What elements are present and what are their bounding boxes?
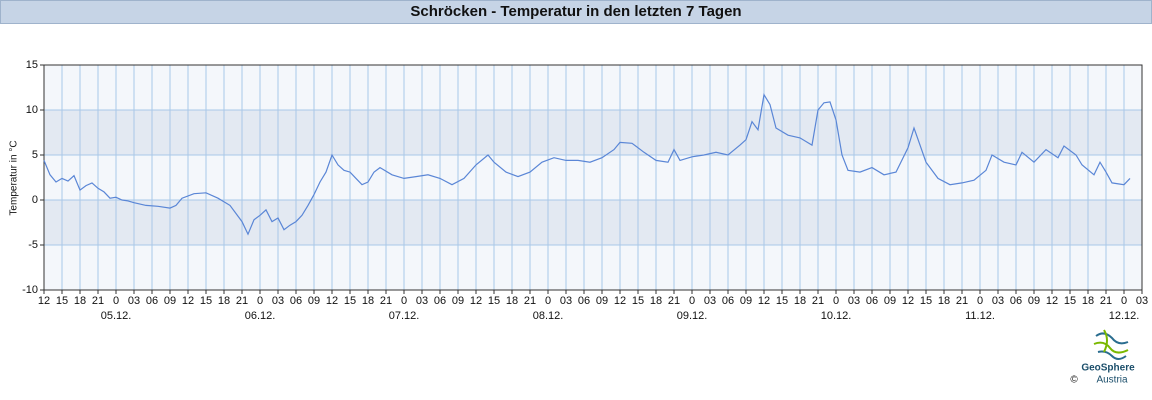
band — [44, 155, 1142, 200]
copyright: © — [1070, 375, 1078, 386]
x-tick-label: 12 — [326, 295, 338, 307]
band — [44, 200, 1142, 245]
x-tick-label: 09 — [452, 295, 464, 307]
x-tick-label: 15 — [776, 295, 788, 307]
y-tick-label: 10 — [26, 104, 38, 116]
x-tick-label: 03 — [704, 295, 716, 307]
x-tick-label: 03 — [128, 295, 140, 307]
x-tick-label: 06 — [578, 295, 590, 307]
x-tick-label: 21 — [1100, 295, 1112, 307]
y-tick-label: -10 — [22, 284, 38, 296]
y-axis-label: Temperatur in °C — [9, 140, 20, 215]
x-tick-label: 18 — [650, 295, 662, 307]
x-tick-label: 15 — [344, 295, 356, 307]
x-tick-label: 09 — [308, 295, 320, 307]
y-tick-label: 5 — [32, 149, 38, 161]
x-tick-label: 0 — [401, 295, 407, 307]
date-label: 12.12. — [1109, 310, 1140, 322]
x-tick-label: 15 — [56, 295, 68, 307]
x-tick-label: 18 — [1082, 295, 1094, 307]
plot-frame — [43, 64, 1143, 291]
x-tick-label: 15 — [200, 295, 212, 307]
x-tick-label: 18 — [74, 295, 86, 307]
date-label: 05.12. — [101, 310, 132, 322]
line — [43, 93, 1131, 236]
x-tick-label: 18 — [362, 295, 374, 307]
chart-title: Schröcken - Temperatur in den letzten 7 … — [0, 0, 1152, 24]
x-tick-label: 06 — [434, 295, 446, 307]
x-tick-label: 15 — [488, 295, 500, 307]
x-tick-label: 12 — [38, 295, 50, 307]
x-tick-label: 09 — [740, 295, 752, 307]
date-label: 10.12. — [821, 310, 852, 322]
x-tick-label: 21 — [380, 295, 392, 307]
x-tick-label: 0 — [545, 295, 551, 307]
x-tick-label: 0 — [257, 295, 263, 307]
x-tick-label: 15 — [1064, 295, 1076, 307]
x-tick-label: 12 — [902, 295, 914, 307]
x-tick-label: 09 — [596, 295, 608, 307]
x-tick-label: 12 — [182, 295, 194, 307]
x-tick-label: 03 — [272, 295, 284, 307]
x-tick-label: 06 — [1010, 295, 1022, 307]
x-tick-label: 03 — [1136, 295, 1148, 307]
date-label: 09.12. — [677, 310, 708, 322]
x-tick-label: 06 — [146, 295, 158, 307]
x-tick-label: 18 — [938, 295, 950, 307]
date-label: 07.12. — [389, 310, 420, 322]
x-tick-label: 06 — [722, 295, 734, 307]
x-tick-label: 06 — [290, 295, 302, 307]
x-tick-label: 21 — [236, 295, 248, 307]
y-tick-label: -5 — [28, 239, 38, 251]
date-label: 06.12. — [245, 310, 276, 322]
x-tick-label: 0 — [1121, 295, 1127, 307]
x-tick-label: 18 — [218, 295, 230, 307]
x-tick-label: 18 — [506, 295, 518, 307]
x-tick-label: 12 — [614, 295, 626, 307]
y-tick-label: 0 — [32, 194, 38, 206]
x-tick-label: 0 — [977, 295, 983, 307]
x-tick-label: 03 — [416, 295, 428, 307]
x-tick-label: 03 — [992, 295, 1004, 307]
x-tick-label: 12 — [470, 295, 482, 307]
x-tick-label: 21 — [524, 295, 536, 307]
x-tick-label: 0 — [833, 295, 839, 307]
x-tick-label: 21 — [668, 295, 680, 307]
logo-icon — [1093, 329, 1129, 360]
x-tick-label: 21 — [956, 295, 968, 307]
x-tick-label: 09 — [164, 295, 176, 307]
y-tick-label: 15 — [26, 59, 38, 71]
x-tick-label: 15 — [920, 295, 932, 307]
band — [44, 245, 1142, 290]
x-tick-label: 06 — [866, 295, 878, 307]
x-tick-label: 12 — [1046, 295, 1058, 307]
x-tick-label: 09 — [884, 295, 896, 307]
x-tick-label: 21 — [812, 295, 824, 307]
x-tick-label: 21 — [92, 295, 104, 307]
band — [44, 65, 1142, 110]
x-tick-label: 03 — [848, 295, 860, 307]
logo-name: GeoSphere — [1081, 363, 1135, 374]
date-label: 08.12. — [533, 310, 564, 322]
x-tick-label: 12 — [758, 295, 770, 307]
x-tick-label: 09 — [1028, 295, 1040, 307]
x-tick-label: 15 — [632, 295, 644, 307]
x-tick-label: 18 — [794, 295, 806, 307]
band — [44, 110, 1142, 155]
date-label: 11.12. — [965, 310, 995, 322]
x-tick-label: 0 — [113, 295, 119, 307]
logo-sub: Austria — [1096, 375, 1128, 386]
x-tick-label: 0 — [689, 295, 695, 307]
x-tick-label: 03 — [560, 295, 572, 307]
